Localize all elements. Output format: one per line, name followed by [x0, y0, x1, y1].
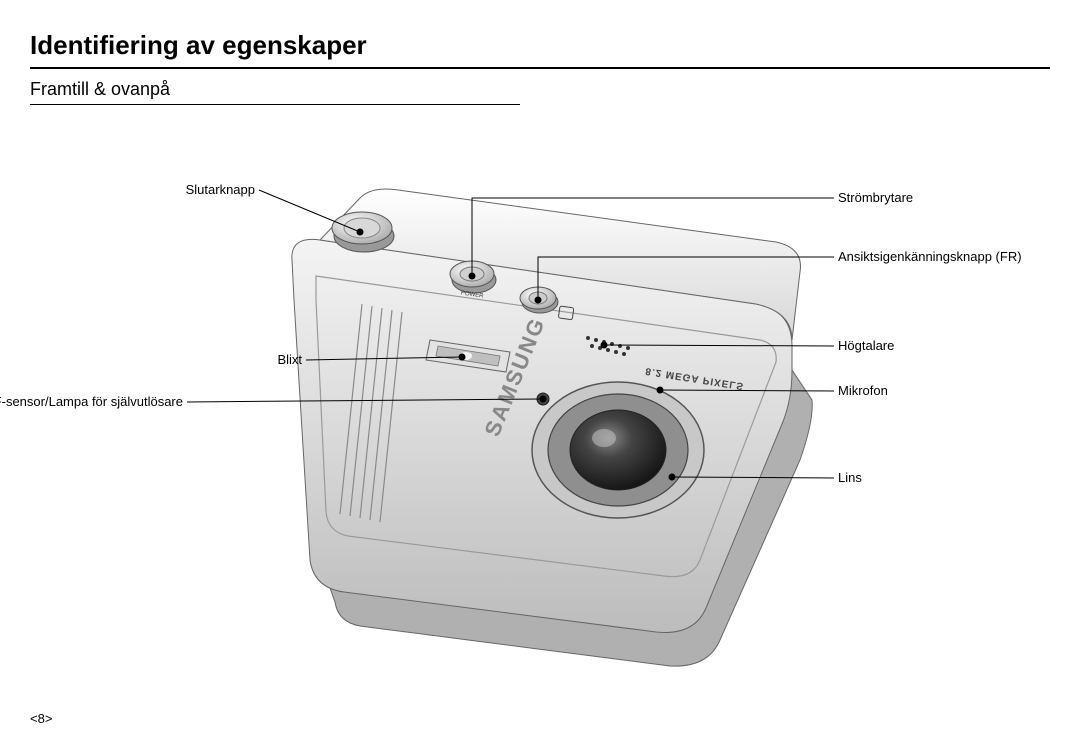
label-af: AF-sensor/Lampa för självutlösare — [0, 394, 183, 409]
label-fr: Ansiktsigenkänningsknapp (FR) — [838, 249, 1022, 264]
label-shutter: Slutarknapp — [0, 182, 255, 197]
lens — [532, 382, 704, 518]
camera-diagram: SAMSUNG 8.2 MEGA PIXELS POWER — [0, 0, 1080, 746]
label-mic: Mikrofon — [838, 383, 888, 398]
label-power: Strömbrytare — [838, 190, 913, 205]
label-lens: Lins — [838, 470, 862, 485]
page-number: <8> — [30, 711, 52, 726]
label-speaker: Högtalare — [838, 338, 894, 353]
label-flash: Blixt — [42, 352, 302, 367]
